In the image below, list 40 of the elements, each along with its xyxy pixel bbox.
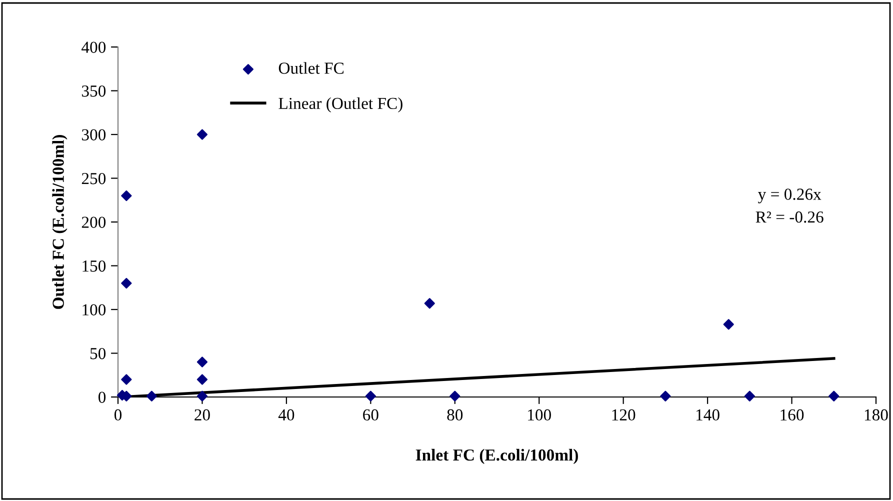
y-tick-label: 0 [98,392,106,403]
x-tick-label: 160 [780,409,804,421]
point [828,390,840,402]
y-tick-label: 300 [82,129,106,140]
y-tick-label: 150 [82,260,106,272]
y-axis-title: Outlet FC (E.coli/100ml) [52,135,68,309]
y-tick-label: 100 [82,304,106,316]
point [744,390,755,402]
point [660,390,671,402]
point [121,278,132,289]
y-tick-label: 400 [82,42,106,53]
x-tick-label: 80 [447,409,463,421]
y-tick-label: 200 [82,216,106,228]
legend-label: Outlet FC [278,62,344,74]
annotation: R² = -0.26 [756,211,824,223]
y-tick-label: 250 [82,172,106,184]
x-tick-label: 60 [363,409,378,421]
point [365,390,376,402]
x-axis-title: Inlet FC (E.coli/100ml) [416,448,578,464]
y-tick-label: 50 [90,348,106,360]
point [196,129,208,140]
annotation: y = 0.26x [758,188,822,204]
point [723,319,734,330]
point [196,356,208,368]
point [196,374,208,385]
point [196,390,208,402]
legend-label: Linear (Outlet FC) [278,97,402,112]
x-tick-label: 0 [114,409,122,421]
y-tick-label: 350 [82,85,106,97]
x-tick-label: 140 [696,409,720,421]
x-tick-label: 20 [194,409,210,421]
point [121,374,132,385]
point [121,190,132,202]
x-tick-label: 40 [278,409,294,421]
point [450,390,460,402]
point [424,298,435,309]
point [146,390,157,402]
x-tick-label: 180 [864,409,888,421]
x-tick-label: 120 [612,409,636,421]
x-tick-label: 100 [528,409,551,421]
